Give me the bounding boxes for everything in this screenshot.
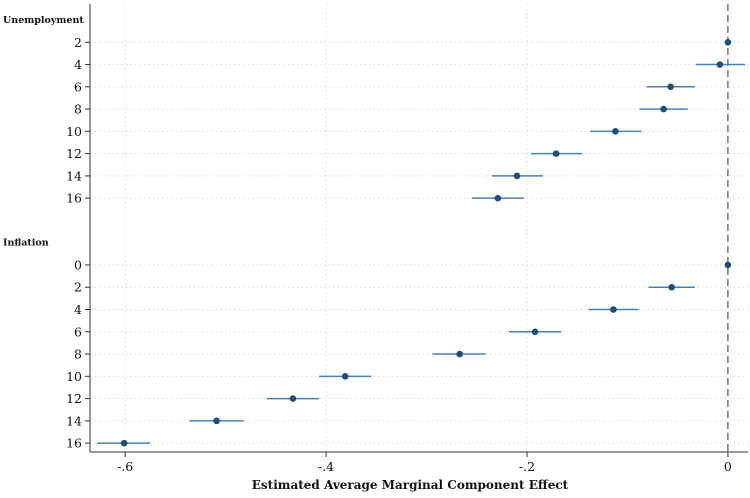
- y-tick-label: 12: [66, 391, 82, 406]
- y-tick-label: 6: [74, 79, 82, 94]
- y-tick-label: 10: [66, 124, 82, 139]
- x-tick-label: -.6: [117, 459, 133, 474]
- point-estimate: [289, 395, 297, 402]
- x-tick-label: 0: [724, 459, 732, 474]
- y-tick-label: 2: [74, 280, 82, 295]
- y-tick-label: 10: [66, 369, 82, 384]
- point-estimate: [213, 417, 220, 425]
- point-estimate: [612, 128, 619, 135]
- point-estimates: [120, 38, 732, 447]
- axes: [85, 4, 748, 457]
- y-tick-label: 0: [74, 257, 82, 272]
- point-estimate: [716, 61, 724, 68]
- point-estimate: [610, 306, 617, 313]
- labels: -.6 -.4 -.2 0 Unemployment 2 4 6 8 10 12 14 16 Inflat…: [3, 15, 732, 474]
- point-estimate: [531, 328, 539, 336]
- point-estimate: [120, 439, 128, 447]
- y-tick-label: 14: [66, 413, 82, 428]
- y-tick-label: 2: [74, 35, 82, 50]
- point-estimate: [660, 105, 667, 113]
- y-tick-label: 8: [74, 347, 82, 362]
- point-estimate: [552, 150, 560, 157]
- point-estimate: [494, 194, 502, 202]
- point-estimate: [668, 283, 675, 291]
- y-tick-label: 16: [66, 191, 82, 206]
- grid-lines: [90, 4, 748, 452]
- point-estimate: [341, 373, 349, 380]
- y-tick-label: 8: [74, 102, 82, 117]
- x-axis-title: Estimated Average Marginal Component Eff…: [252, 478, 569, 492]
- group-label: Unemployment: [3, 15, 84, 26]
- y-tick-label: 12: [66, 146, 82, 161]
- y-tick-label: 4: [74, 57, 82, 72]
- group-label: Inflation: [3, 238, 49, 249]
- x-tick-label: -.4: [318, 459, 334, 474]
- point-estimate: [667, 83, 674, 91]
- y-tick-label: 16: [66, 436, 82, 451]
- point-estimate: [724, 261, 732, 269]
- y-tick-label: 6: [74, 324, 82, 339]
- y-tick-label: 4: [74, 302, 82, 317]
- point-estimate: [456, 350, 463, 358]
- x-tick-label: -.2: [519, 459, 535, 474]
- point-estimate: [513, 172, 521, 180]
- y-tick-label: 14: [66, 168, 82, 183]
- confidence-intervals: [97, 63, 745, 444]
- point-estimate: [724, 38, 732, 46]
